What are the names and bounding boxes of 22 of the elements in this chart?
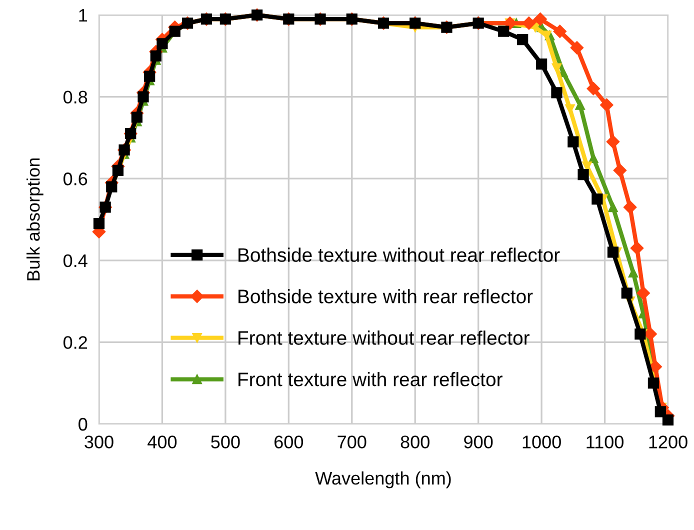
x-tick-label: 400	[148, 436, 177, 448]
legend-label: Bothside texture without rear reflector	[238, 248, 560, 262]
y-axis-title: Bulk absorption	[26, 158, 44, 280]
x-tick-label: 1000	[522, 436, 561, 448]
y-tick-label: 0.2	[63, 336, 87, 349]
y-tick-label: 1	[79, 9, 88, 22]
x-tick-label: 1100	[586, 436, 624, 448]
y-tick-label: 0.6	[63, 172, 88, 186]
legend-label: Front texture without rear reflector	[238, 330, 530, 345]
legend-label: Bothside texture with rear reflector	[238, 289, 533, 304]
x-tick-label: 300	[84, 436, 114, 448]
y-tick-label: 0.8	[63, 90, 88, 104]
x-tick-label: 700	[338, 436, 366, 448]
x-tick-label: 1200	[649, 436, 688, 448]
x-axis-title: Wavelength (nm)	[315, 471, 451, 488]
x-tick-label: 600	[274, 436, 304, 448]
x-tick-label: 900	[464, 436, 493, 448]
x-tick-label: 500	[211, 436, 240, 448]
y-tick-label: 0	[78, 418, 88, 431]
x-tick-label: 800	[400, 436, 430, 448]
y-tick-label: 0.4	[63, 254, 88, 268]
legend-label: Front texture with rear reflector	[238, 372, 502, 386]
